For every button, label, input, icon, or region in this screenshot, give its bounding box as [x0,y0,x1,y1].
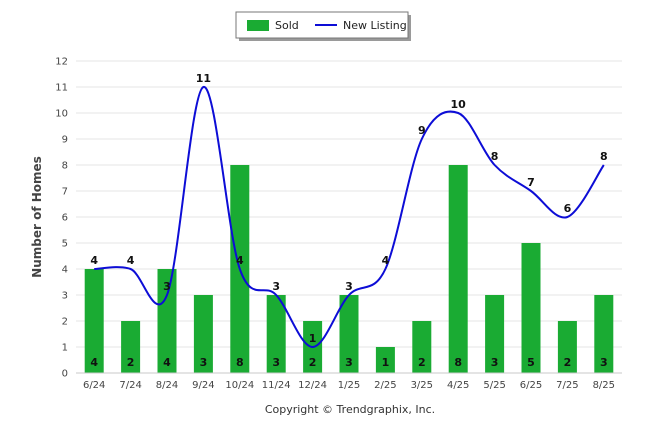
new-listing-line-group [94,85,605,349]
new-listing-value: 3 [163,280,171,293]
y-tick-label: 4 [62,265,68,276]
new-listing-value: 4 [127,254,135,267]
new-listing-value: 4 [90,254,98,267]
x-axis-ticks: 6/24 7/24 8/24 9/24 10/24 11/24 12/24 1/25 2/25 3… [83,380,615,391]
y-tick-label: 6 [62,213,68,224]
x-tick-label: 6/25 [520,380,542,391]
sold-bar-11/24 [266,295,286,373]
sold-bar-2/25 [375,347,395,373]
y-axis-title: Number of Homes [30,156,44,278]
x-tick-label: 5/25 [483,380,505,391]
legend-new-listing-label: New Listing [343,19,407,32]
y-tick-label: 8 [62,161,68,172]
new-listing-value: 3 [272,280,280,293]
new-listing-value: 8 [600,150,608,163]
sold-bar-value: 5 [527,356,535,369]
y-tick-label: 3 [62,291,68,302]
sold-bar-7/24 [121,321,141,373]
legend: Sold New Listing [235,11,411,41]
y-tick-label: 0 [62,369,68,380]
x-tick-label: 2/25 [374,380,396,391]
sold-bar-value: 8 [454,356,462,369]
x-tick-label: 6/24 [83,380,105,391]
new-listing-value: 9 [418,124,426,137]
sold-bar-value: 3 [272,356,280,369]
new-listing-value: 8 [491,150,499,163]
sold-bar-1/25 [339,295,359,373]
y-tick-label: 2 [62,317,68,328]
sold-bar-value: 2 [564,356,572,369]
sold-bar-8/25 [594,295,614,373]
sold-bar-labels: 4 2 4 3 8 3 2 3 1 2 8 3 5 2 3 [90,356,607,369]
sold-bar-9/24 [193,295,213,373]
new-listing-labels: 4 4 3 11 4 3 1 3 4 9 10 8 7 6 8 [90,72,607,345]
sold-bar-value: 4 [163,356,171,369]
y-tick-label: 7 [62,187,68,198]
new-listing-value: 7 [527,176,535,189]
sold-bar-value: 4 [90,356,98,369]
new-listing-value: 10 [451,98,467,111]
sold-bar-value: 3 [345,356,353,369]
new-listing-value: 1 [309,332,317,345]
sold-bar-6/25 [521,243,541,373]
x-tick-label: 3/25 [411,380,433,391]
sold-bar-5/25 [485,295,505,373]
y-tick-label: 5 [62,239,68,250]
legend-sold-swatch [247,20,269,31]
sold-bar-value: 2 [418,356,426,369]
new-listing-value: 4 [382,254,390,267]
sold-bar-value: 2 [127,356,135,369]
legend-sold-label: Sold [275,19,299,32]
x-tick-label: 8/24 [156,380,178,391]
new-listing-value: 3 [345,280,353,293]
sold-bar-6/24 [84,269,104,373]
new-listing-value: 11 [196,72,211,85]
x-tick-label: 8/25 [593,380,615,391]
x-tick-label: 11/24 [262,380,291,391]
y-tick-label: 11 [55,83,68,94]
x-tick-label: 12/24 [298,380,327,391]
sold-bar-7/25 [557,321,577,373]
x-tick-label: 9/24 [192,380,214,391]
copyright-text: Copyright © Trendgraphix, Inc. [265,403,435,416]
new-listing-value: 4 [236,254,244,267]
sold-bar-value: 8 [236,356,244,369]
x-tick-label: 4/25 [447,380,469,391]
y-tick-label: 12 [55,57,68,68]
x-tick-label: 7/24 [119,380,141,391]
y-tick-label: 9 [62,135,68,146]
sold-bar-value: 1 [382,356,390,369]
x-tick-label: 10/24 [225,380,254,391]
new-listing-value: 6 [564,202,572,215]
y-tick-label: 1 [62,343,68,354]
sold-bar-8/24 [157,269,177,373]
y-tick-label: 10 [55,109,68,120]
sold-bar-value: 3 [600,356,608,369]
sold-bar-value: 2 [309,356,317,369]
sold-bar-value: 3 [200,356,208,369]
x-tick-label: 7/25 [556,380,578,391]
sold-bar-value: 3 [491,356,499,369]
sold-bar-3/25 [412,321,432,373]
sold-bars [84,165,614,373]
x-tick-label: 1/25 [338,380,360,391]
sold-bar-4/25 [448,165,468,373]
new-listing-line [94,85,605,349]
